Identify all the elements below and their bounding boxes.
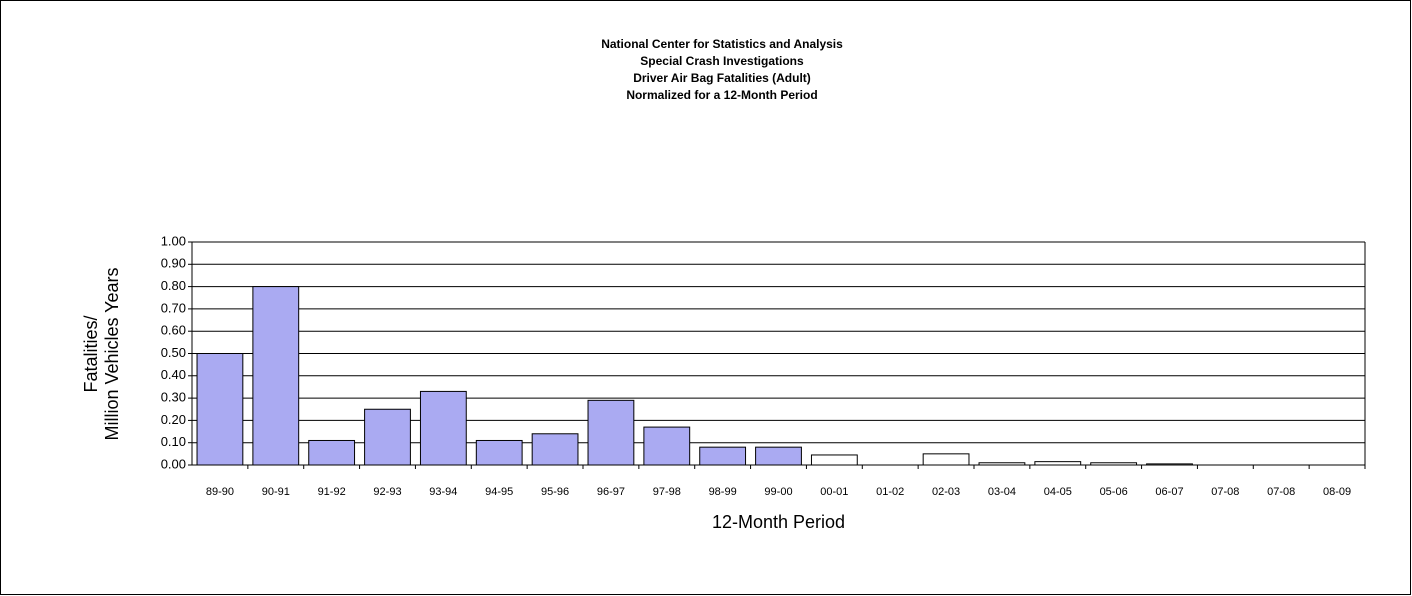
bar xyxy=(419,390,467,466)
bar xyxy=(587,399,635,466)
bar xyxy=(475,439,523,466)
x-tick-label: 07-08 xyxy=(1211,486,1239,498)
bar xyxy=(531,433,579,466)
x-tick-label: 06-07 xyxy=(1155,486,1183,498)
chart-title: Driver Air Bag Fatalities (Adult) xyxy=(633,71,811,85)
bar xyxy=(699,446,747,466)
x-tick-label: 04-05 xyxy=(1044,486,1072,498)
bar xyxy=(922,453,970,466)
x-tick-label: 89-90 xyxy=(206,486,234,498)
y-tick-label: 0.00 xyxy=(161,456,186,471)
chart-title: Special Crash Investigations xyxy=(640,54,804,68)
x-tick-label: 02-03 xyxy=(932,486,960,498)
x-tick-label: 03-04 xyxy=(988,486,1016,498)
bar xyxy=(364,408,411,466)
y-tick-label: 1.00 xyxy=(161,233,186,248)
y-axis-label: Fatalities/ xyxy=(81,315,101,392)
y-tick-label: 0.30 xyxy=(161,390,186,405)
x-tick-label: 98-99 xyxy=(709,486,737,498)
x-tick-label: 91-92 xyxy=(318,486,346,498)
bar xyxy=(252,286,300,466)
y-tick-label: 0.50 xyxy=(161,345,186,360)
y-tick-label: 0.70 xyxy=(161,300,186,315)
chart-title: National Center for Statistics and Analy… xyxy=(601,37,843,51)
bar xyxy=(755,446,802,466)
bar xyxy=(196,353,244,466)
y-tick-label: 0.90 xyxy=(161,256,186,271)
x-tick-label: 93-94 xyxy=(429,486,457,498)
y-tick-label: 0.20 xyxy=(161,412,186,427)
bar xyxy=(308,439,356,466)
x-tick-label: 94-95 xyxy=(485,486,513,498)
x-tick-label: 01-02 xyxy=(876,486,904,498)
x-tick-label: 97-98 xyxy=(653,486,681,498)
x-axis-label: 12-Month Period xyxy=(712,512,845,532)
x-tick-label: 05-06 xyxy=(1100,486,1128,498)
x-tick-label: 92-93 xyxy=(373,486,401,498)
x-tick-label: 08-09 xyxy=(1323,486,1351,498)
y-tick-label: 0.10 xyxy=(161,434,186,449)
bar xyxy=(810,454,858,466)
y-tick-label: 0.80 xyxy=(161,278,186,293)
bar xyxy=(643,426,691,466)
x-tick-label: 96-97 xyxy=(597,486,625,498)
x-tick-label: 95-96 xyxy=(541,486,569,498)
x-tick-label: 99-00 xyxy=(764,486,792,498)
bar xyxy=(1034,461,1082,466)
y-axis-label: Million Vehicles Years xyxy=(102,267,122,440)
x-tick-label: 90-91 xyxy=(262,486,290,498)
y-tick-label: 0.60 xyxy=(161,323,186,338)
x-tick-label: 00-01 xyxy=(820,486,848,498)
chart-title: Normalized for a 12-Month Period xyxy=(626,88,817,102)
y-tick-label: 0.40 xyxy=(161,367,186,382)
x-tick-label: 07-08 xyxy=(1267,486,1295,498)
